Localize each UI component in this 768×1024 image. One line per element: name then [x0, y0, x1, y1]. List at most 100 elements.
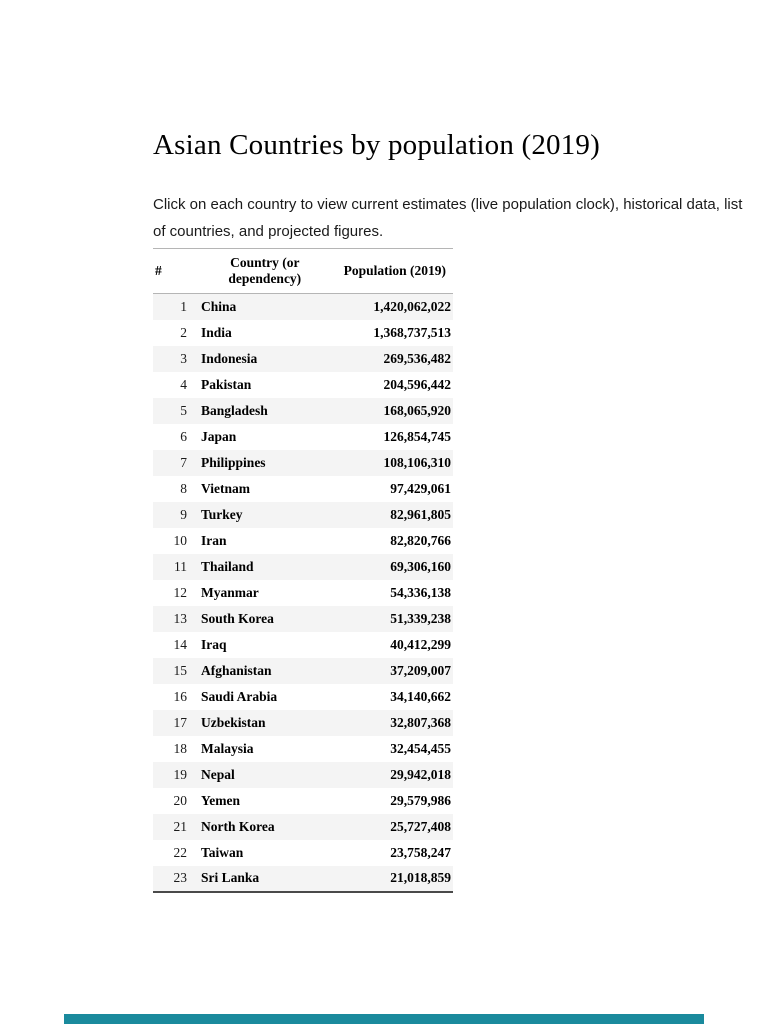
table-row: 14 Iraq 40,412,299	[153, 631, 453, 658]
population-cell: 204,596,442	[383, 376, 452, 392]
rank-cell: 18	[173, 740, 188, 756]
country-cell[interactable]: Bangladesh	[201, 402, 268, 418]
population-cell: 69,306,160	[390, 558, 451, 574]
table-row: 1 China 1,420,062,022	[153, 293, 453, 320]
country-cell[interactable]: South Korea	[201, 610, 274, 626]
population-cell: 32,807,368	[390, 714, 451, 730]
rank-cell: 16	[173, 688, 188, 704]
table-header-row: # Country (or dependency) Population (20…	[153, 248, 453, 294]
rank-cell: 10	[173, 532, 188, 548]
rank-cell: 9	[180, 506, 188, 522]
population-cell: 168,065,920	[383, 402, 452, 418]
country-cell[interactable]: Taiwan	[201, 844, 244, 860]
country-cell[interactable]: Uzbekistan	[201, 714, 266, 730]
country-cell[interactable]: Philippines	[201, 454, 266, 470]
country-cell[interactable]: Nepal	[201, 766, 235, 782]
next-page-top-strip	[64, 1014, 704, 1024]
country-cell[interactable]: North Korea	[201, 818, 275, 834]
table-row: 21 North Korea 25,727,408	[153, 813, 453, 840]
country-cell[interactable]: Myanmar	[201, 584, 259, 600]
population-cell: 23,758,247	[390, 844, 451, 860]
population-cell: 1,368,737,513	[373, 324, 451, 340]
rank-cell: 21	[173, 818, 188, 834]
population-table-container: # Country (or dependency) Population (20…	[153, 248, 453, 893]
population-cell: 32,454,455	[390, 740, 451, 756]
table-row: 18 Malaysia 32,454,455	[153, 735, 453, 762]
rank-cell: 2	[180, 324, 188, 340]
population-cell: 21,018,859	[390, 870, 451, 885]
table-row: 22 Taiwan 23,758,247	[153, 839, 453, 866]
country-cell[interactable]: Vietnam	[201, 480, 251, 496]
population-cell: 108,106,310	[383, 454, 452, 470]
table-row: 13 South Korea 51,339,238	[153, 605, 453, 632]
table-row: 12 Myanmar 54,336,138	[153, 579, 453, 606]
table-row: 4 Pakistan 204,596,442	[153, 371, 453, 398]
rank-cell: 5	[180, 402, 188, 418]
table-row: 8 Vietnam 97,429,061	[153, 475, 453, 502]
rank-cell: 1	[180, 298, 188, 314]
country-cell[interactable]: India	[201, 324, 232, 340]
country-cell[interactable]: Pakistan	[201, 376, 252, 392]
column-header-population: Population (2019)	[343, 263, 446, 278]
rank-cell: 4	[180, 376, 188, 392]
rank-cell: 23	[173, 870, 188, 885]
population-cell: 29,579,986	[390, 792, 451, 808]
document-page: Asian Countries by population (2019) Cli…	[64, 0, 742, 1014]
country-cell[interactable]: Indonesia	[201, 350, 258, 366]
population-cell: 82,820,766	[390, 532, 451, 548]
table-row: 7 Philippines 108,106,310	[153, 449, 453, 476]
rank-cell: 20	[173, 792, 188, 808]
country-cell[interactable]: Iran	[201, 532, 227, 548]
country-cell[interactable]: Sri Lanka	[201, 870, 260, 885]
rank-cell: 17	[173, 714, 188, 730]
intro-paragraph: Click on each country to view current es…	[153, 196, 743, 240]
rank-cell: 3	[180, 350, 188, 366]
population-cell: 51,339,238	[390, 610, 451, 626]
table-row: 9 Turkey 82,961,805	[153, 501, 453, 528]
rank-cell: 6	[180, 428, 188, 444]
population-cell: 269,536,482	[383, 350, 452, 366]
rank-cell: 22	[173, 844, 188, 860]
column-header-country: Country (or dependency)	[228, 255, 302, 286]
population-cell: 82,961,805	[390, 506, 451, 522]
table-header: # Country (or dependency) Population (20…	[153, 248, 453, 294]
table-row: 20 Yemen 29,579,986	[153, 787, 453, 814]
country-cell[interactable]: Iraq	[201, 636, 227, 652]
rank-cell: 15	[173, 662, 188, 678]
page-title: Asian Countries by population (2019)	[153, 129, 600, 162]
country-cell[interactable]: Japan	[201, 428, 237, 444]
table-row: 10 Iran 82,820,766	[153, 527, 453, 554]
table-row: 16 Saudi Arabia 34,140,662	[153, 683, 453, 710]
rank-cell: 19	[173, 766, 188, 782]
country-cell[interactable]: China	[201, 298, 237, 314]
rank-cell: 11	[174, 558, 188, 574]
rank-cell: 8	[180, 480, 188, 496]
table-row: 5 Bangladesh 168,065,920	[153, 397, 453, 424]
rank-cell: 13	[173, 610, 188, 626]
country-cell[interactable]: Malaysia	[201, 740, 254, 756]
population-cell: 37,209,007	[390, 662, 451, 678]
country-cell[interactable]: Turkey	[201, 506, 243, 522]
population-cell: 1,420,062,022	[373, 298, 451, 314]
rank-cell: 14	[173, 636, 188, 652]
table-row: 6 Japan 126,854,745	[153, 423, 453, 450]
country-cell[interactable]: Afghanistan	[201, 662, 272, 678]
population-cell: 29,942,018	[390, 766, 451, 782]
table-row: 2 India 1,368,737,513	[153, 319, 453, 346]
population-cell: 54,336,138	[390, 584, 451, 600]
population-cell: 97,429,061	[390, 480, 451, 496]
country-cell[interactable]: Yemen	[201, 792, 241, 808]
country-cell[interactable]: Thailand	[201, 558, 254, 574]
table-row: 17 Uzbekistan 32,807,368	[153, 709, 453, 736]
country-cell[interactable]: Saudi Arabia	[201, 688, 278, 704]
column-header-rank: #	[155, 263, 162, 278]
population-cell: 25,727,408	[390, 818, 451, 834]
table-row: 23 Sri Lanka 21,018,859	[153, 865, 453, 892]
rank-cell: 7	[180, 454, 188, 470]
table-row: 19 Nepal 29,942,018	[153, 761, 453, 788]
table-row: 11 Thailand 69,306,160	[153, 553, 453, 580]
table-body: 1 China 1,420,062,022 2 India 1,368,737,513 3 I…	[153, 293, 453, 892]
table-row: 15 Afghanistan 37,209,007	[153, 657, 453, 684]
population-table: # Country (or dependency) Population (20…	[153, 248, 453, 893]
population-cell: 40,412,299	[390, 636, 451, 652]
